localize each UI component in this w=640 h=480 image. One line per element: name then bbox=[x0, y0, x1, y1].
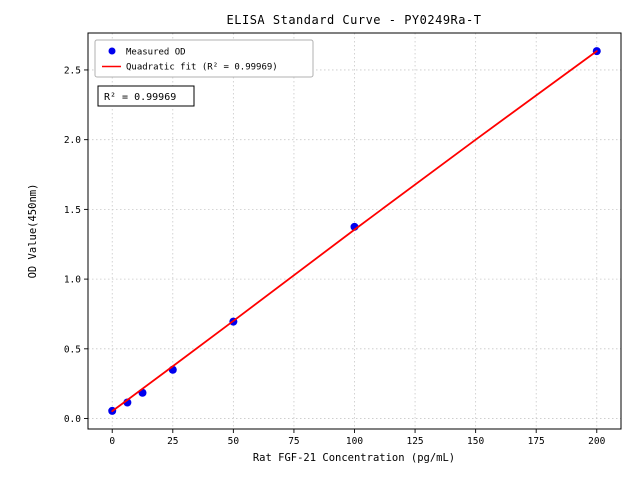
annotation-text: R² = 0.99969 bbox=[104, 92, 176, 103]
x-tick-label: 50 bbox=[228, 436, 240, 447]
x-tick-label: 25 bbox=[167, 436, 178, 447]
legend-entry-measured-od: Measured OD bbox=[126, 48, 186, 58]
x-tick-label: 75 bbox=[288, 436, 299, 447]
x-axis-label: Rat FGF-21 Concentration (pg/mL) bbox=[253, 452, 455, 464]
y-tick-label: 2.0 bbox=[64, 135, 81, 146]
legend-entry-quadratic-fit: Quadratic fit (R² = 0.99969) bbox=[126, 63, 278, 73]
chart-title: ELISA Standard Curve - PY0249Ra-T bbox=[227, 13, 482, 27]
y-tick-label: 2.5 bbox=[64, 65, 81, 76]
annotation-box bbox=[97, 85, 195, 107]
x-tick-label: 150 bbox=[467, 436, 484, 447]
y-axis-label: OD Value(450nm) bbox=[27, 184, 39, 279]
x-tick-label: 175 bbox=[528, 436, 545, 447]
legend-scatter-marker-icon bbox=[108, 47, 116, 55]
axis-layer: 0 25 50 75 100 125 150 175 200 0.0 0.5 1.0 1.5 2.0 2.5 bbox=[64, 65, 606, 447]
fit-line bbox=[111, 50, 598, 413]
y-tick-label: 0.0 bbox=[64, 414, 81, 425]
x-tick-label: 200 bbox=[588, 436, 605, 447]
x-tick-label: 100 bbox=[346, 436, 363, 447]
x-tick-label: 125 bbox=[406, 436, 423, 447]
r-squared-annotation: R² = 0.99969 bbox=[97, 85, 195, 107]
y-tick-label: 1.5 bbox=[64, 205, 81, 216]
legend: Measured OD Quadratic fit (R² = 0.99969) bbox=[94, 39, 314, 78]
data-layer bbox=[108, 47, 601, 415]
y-tick-label: 0.5 bbox=[64, 344, 81, 355]
y-tick-label: 1.0 bbox=[64, 275, 81, 286]
x-tick-label: 0 bbox=[109, 436, 115, 447]
legend-box bbox=[94, 39, 314, 78]
